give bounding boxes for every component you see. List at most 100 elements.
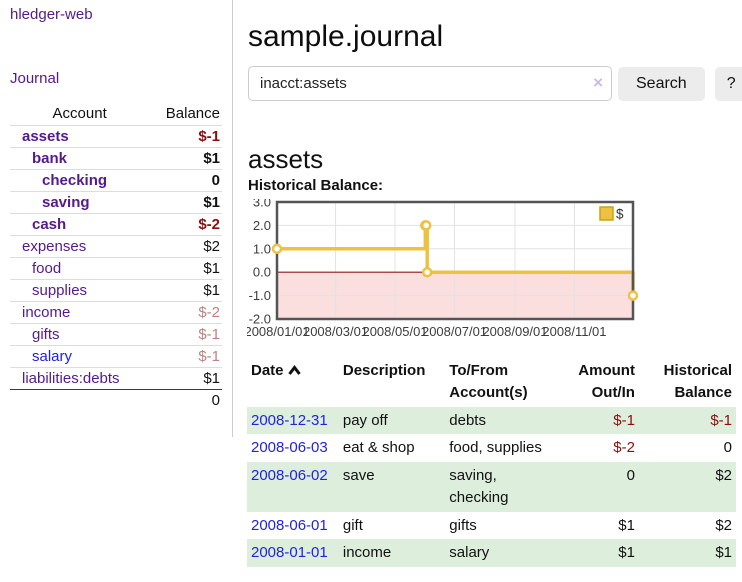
account-link-food[interactable]: food [32,260,62,277]
sidebar: hledger-web Journal Account Balance asse… [0,0,233,437]
transaction-date-link[interactable]: 2008-01-01 [251,544,328,562]
accounts-header-balance: Balance [165,105,220,122]
register-table: Date Description To/From Account(s) Amou… [247,357,736,567]
transaction-date-link[interactable]: 2008-06-02 [251,467,328,484]
account-link-income[interactable]: income [22,304,71,321]
transaction-accounts: gifts [449,516,477,534]
transaction-balance: $-1 [710,411,732,429]
transaction-accounts: debts [449,411,486,429]
transaction-row: 2008-12-31 pay off debts $-1 $-1 [247,406,736,435]
transaction-description: eat & shop [342,439,415,457]
transaction-description: income [342,544,392,562]
page-title: sample.journal [248,20,444,54]
account-balance: $-1 [198,326,220,343]
account-link-cash[interactable]: cash [32,216,67,233]
account-link-expenses[interactable]: expenses [22,238,87,255]
accounts-total: 0 [211,392,220,409]
register-header-balance: Historical Balance [663,362,732,401]
account-balance: 0 [211,172,220,189]
svg-text:2008/09/01: 2008/09/01 [482,324,547,339]
account-row: liabilities:debts $1 [10,367,222,390]
transaction-row: 2008-06-03 eat & shop food, supplies $-2 0 [247,434,736,462]
account-row: income $-2 [10,301,222,324]
transaction-amount: $1 [618,516,635,534]
search-input[interactable] [248,66,612,101]
account-row: food $1 [10,257,222,280]
account-row: gifts $-1 [10,323,222,346]
account-balance: $-2 [198,216,220,233]
account-balance: $-1 [198,348,220,365]
transaction-description: save [342,467,375,484]
transaction-date-link[interactable]: 2008-12-31 [251,411,328,429]
account-row: assets $-1 [10,125,222,148]
register-header-accounts: To/From Account(s) [449,362,528,401]
transaction-date-link[interactable]: 2008-06-01 [251,516,328,534]
account-row: cash $-2 [10,213,222,236]
register-header-date[interactable]: Date [247,357,339,407]
search-button[interactable]: Search [618,66,705,101]
account-heading: assets [248,143,324,174]
transaction-accounts: saving, checking [449,467,509,506]
account-balance: $2 [203,238,220,255]
account-row: saving $1 [10,191,222,214]
transaction-accounts: food, supplies [449,439,542,457]
account-row: supplies $1 [10,279,222,302]
sidebar-item-journal[interactable]: Journal [10,70,60,87]
transaction-balance: $1 [715,544,732,562]
svg-text:2008/11/01: 2008/11/01 [542,324,606,339]
main-content: sample.journal × Search ? assets Histori… [244,0,742,582]
account-row: expenses $2 [10,235,222,258]
accounts-table: Account Balance assets $-1 bank $1 checking 0… [10,102,222,411]
account-row: salary $-1 [10,345,222,368]
chart-svg: 3.0 2.0 1.0 0.0 -1.0 -2.02008/01/012008/03/01… [244,195,639,339]
transaction-amount: $-1 [613,411,635,429]
svg-text:1.0: 1.0 [253,241,271,256]
account-row: checking 0 [10,169,222,192]
search-bar: × Search ? [248,66,742,101]
app-title-link[interactable]: hledger-web [10,6,93,23]
account-balance: $1 [203,150,220,167]
svg-text:-2.0: -2.0 [249,312,271,327]
historical-balance-chart: 3.0 2.0 1.0 0.0 -1.0 -2.0 2008/01/01 2008/03/01… [244,195,742,345]
accounts-total-row: 0 [10,389,222,412]
transaction-amount: $1 [618,544,635,562]
account-balance: $1 [203,194,220,211]
svg-text:-1.0: -1.0 [249,288,271,303]
register-header-amount: Amount Out/In [578,362,635,401]
svg-text:2008/01/01: 2008/01/01 [247,324,310,339]
transaction-amount: $-2 [613,439,635,457]
account-link-assets[interactable]: assets [22,128,69,145]
account-link-liabilities-debts[interactable]: liabilities:debts [22,370,120,387]
help-button[interactable]: ? [714,66,742,101]
account-link-checking[interactable]: checking [42,172,108,189]
transaction-row: 2008-06-02 save saving, checking 0 $2 [247,462,736,512]
svg-text:2008/05/01: 2008/05/01 [362,324,427,339]
register-header-description: Description [342,362,426,379]
transaction-date-link[interactable]: 2008-06-03 [251,439,328,457]
svg-text:2.0: 2.0 [253,218,271,233]
transaction-amount: 0 [626,467,635,484]
account-link-supplies[interactable]: supplies [32,282,88,299]
transaction-description: gift [342,516,363,534]
clear-search-icon[interactable]: × [593,73,603,92]
search-input-wrap: × [248,66,612,101]
account-link-salary[interactable]: salary [32,348,73,365]
transaction-balance: 0 [723,439,732,457]
account-link-bank[interactable]: bank [32,150,68,167]
account-link-saving[interactable]: saving [42,194,90,211]
account-balance: $1 [203,282,220,299]
account-balance: $-1 [198,128,220,145]
svg-text:2008/03/01: 2008/03/01 [303,324,368,339]
chart-label: Historical Balance: [248,177,384,194]
accounts-header-account: Account [52,105,107,122]
svg-text:2008/07/01: 2008/07/01 [422,324,487,339]
transaction-row: 2008-01-01 income salary $1 $1 [247,539,736,567]
sort-ascending-icon [287,365,301,375]
account-balance: $1 [203,260,220,277]
transaction-description: pay off [342,411,388,429]
transaction-row: 2008-06-01 gift gifts $1 $2 [247,512,736,540]
transaction-balance: $2 [715,467,732,484]
account-row: bank $1 [10,147,222,170]
svg-text:0.0: 0.0 [253,265,271,280]
account-link-gifts[interactable]: gifts [32,326,60,343]
